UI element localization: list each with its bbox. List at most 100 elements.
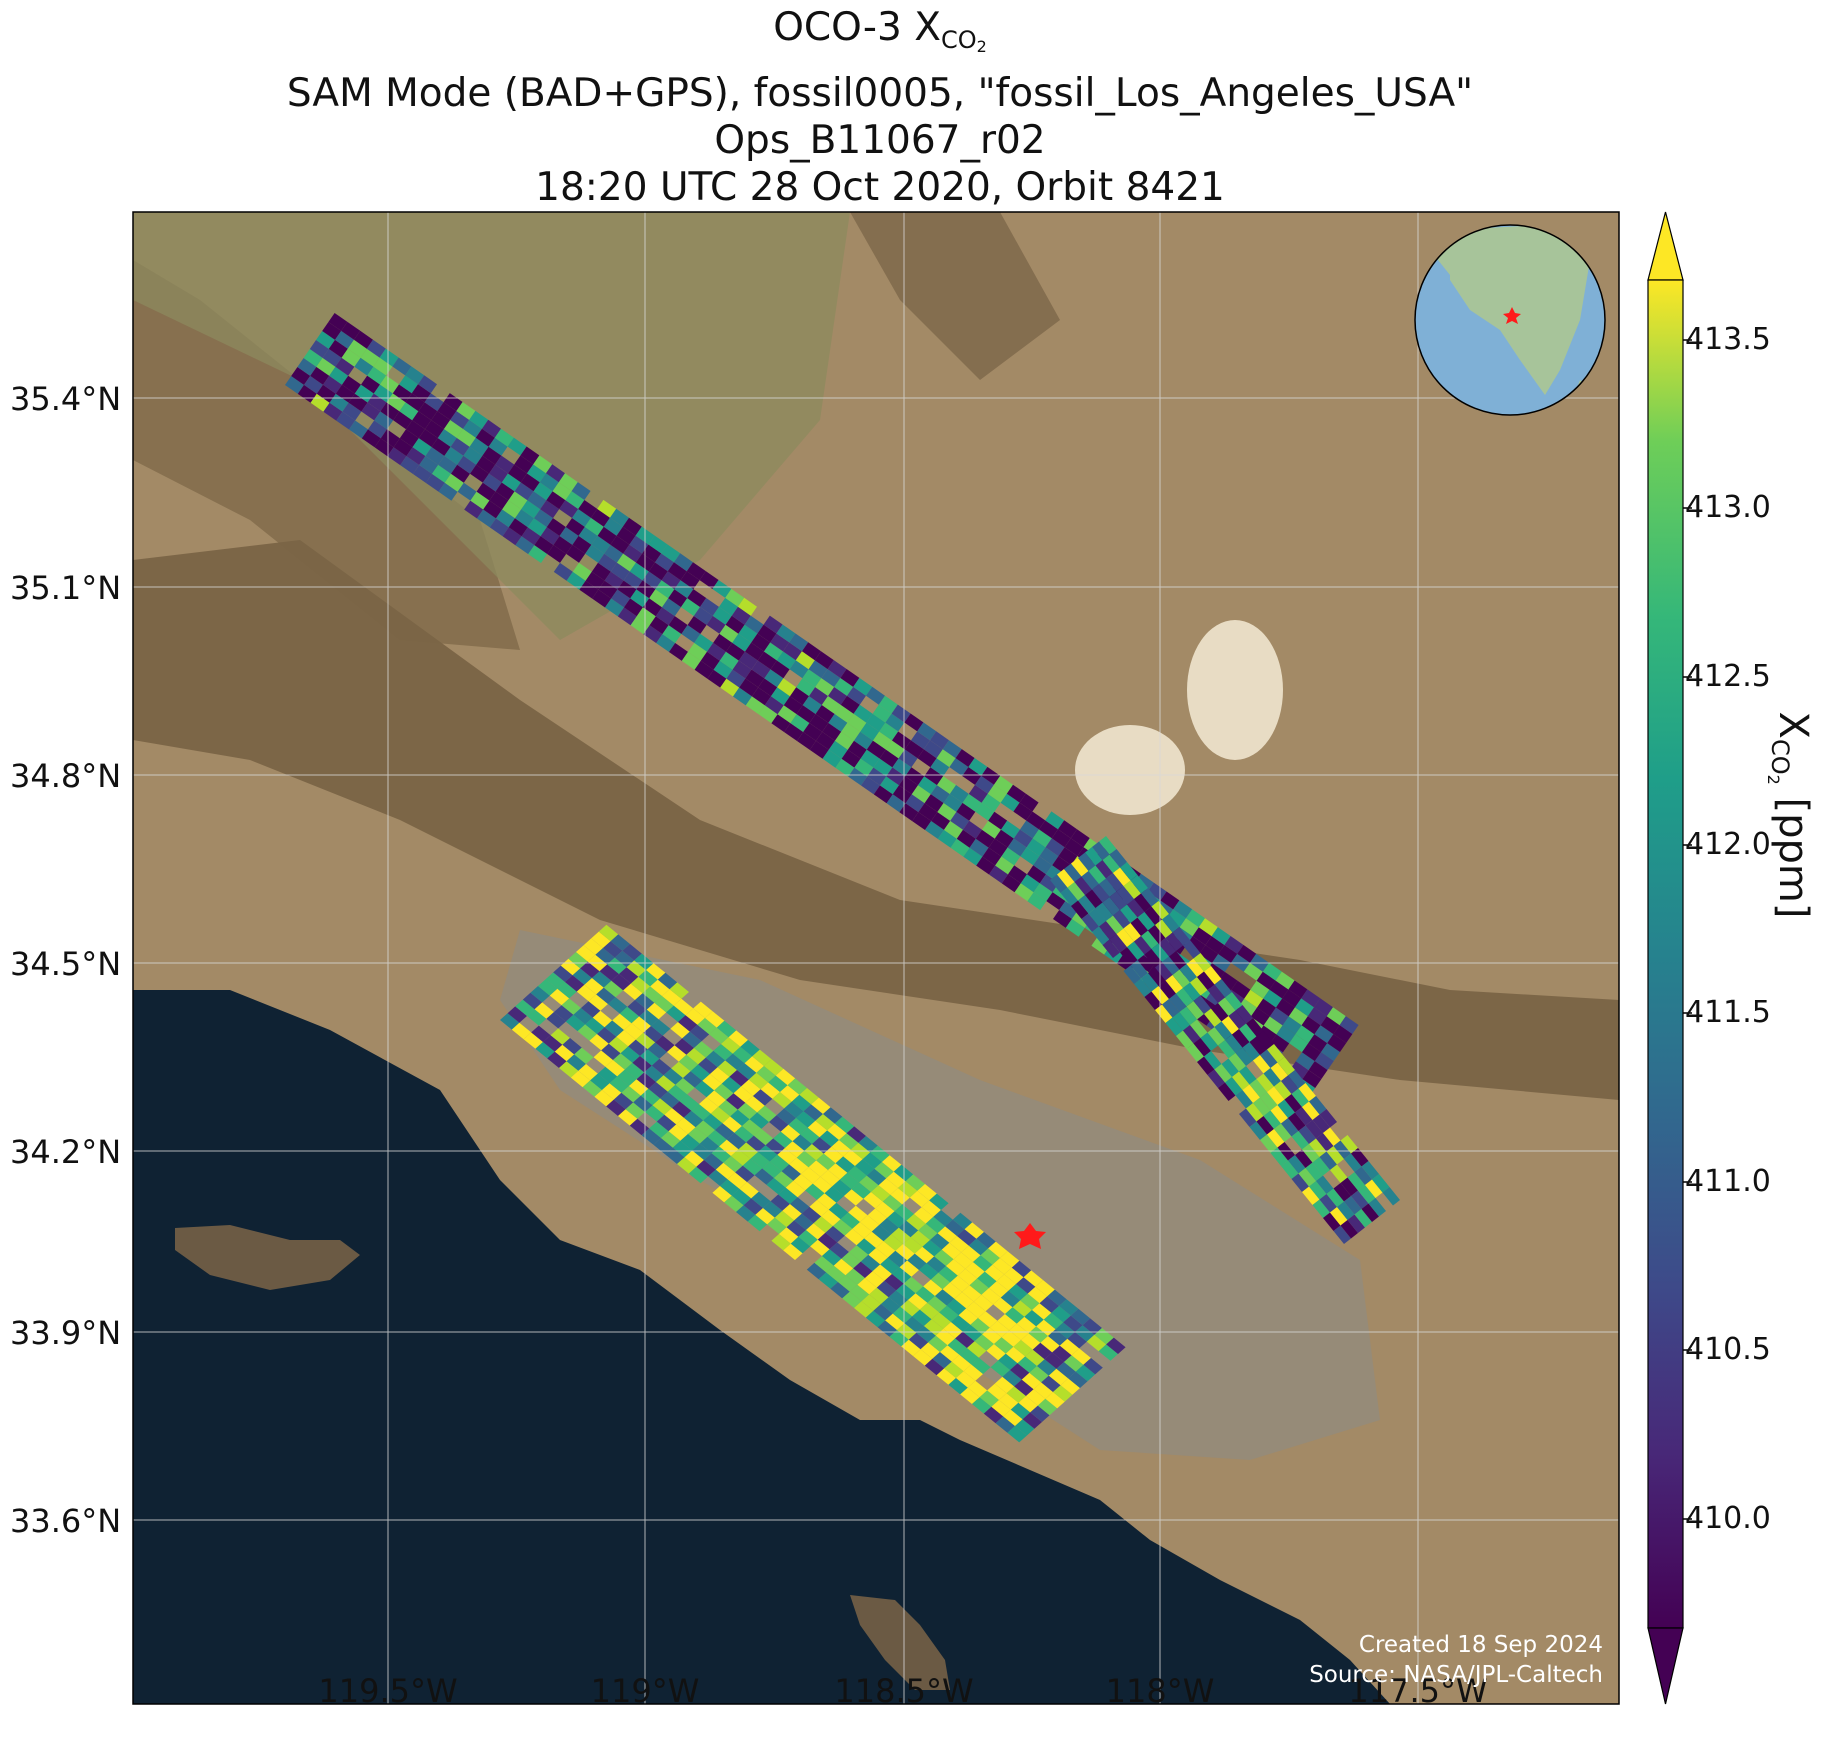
sounding-cell — [921, 1200, 941, 1217]
sounding-cell — [827, 1123, 847, 1140]
sounding-cell — [746, 1135, 766, 1152]
sounding-cell — [822, 722, 842, 741]
sounding-cell — [713, 1044, 733, 1061]
sounding-cell — [617, 553, 636, 572]
sounding-cell — [790, 1236, 811, 1254]
sounding-cell — [710, 1067, 730, 1084]
sounding-cell — [1319, 1151, 1337, 1170]
sounding-cell — [1162, 914, 1180, 933]
sounding-cell — [998, 1353, 1018, 1370]
sounding-cell — [1134, 978, 1152, 997]
sounding-cell — [550, 1028, 570, 1045]
sounding-cell — [1155, 1004, 1173, 1023]
sounding-cell — [988, 1241, 1008, 1258]
sounding-cell — [1197, 1056, 1215, 1075]
sounding-cell — [399, 402, 419, 421]
sounding-cell — [335, 357, 355, 376]
sounding-cell — [1092, 841, 1110, 860]
sounding-cell — [1010, 1363, 1030, 1380]
sounding-cell — [892, 1267, 912, 1284]
sounding-cell — [891, 704, 911, 723]
sounding-cell — [867, 767, 887, 786]
sounding-cell — [713, 660, 733, 679]
sounding-cell — [681, 651, 701, 670]
sounding-cell — [508, 464, 527, 483]
sounding-cell — [732, 633, 752, 652]
sounding-cell — [989, 1281, 1009, 1298]
sounding-cell — [1263, 1110, 1281, 1129]
sounding-cell — [285, 376, 304, 394]
sounding-cell — [1176, 1030, 1194, 1049]
map-frame — [132, 211, 1620, 1705]
sounding-cell — [941, 1242, 962, 1260]
sounding-cell — [665, 1147, 685, 1164]
sounding-cell — [1109, 849, 1127, 868]
sounding-cell — [392, 357, 412, 376]
colorbar-tick-label: 411.5 — [1685, 995, 1771, 1030]
sounding-cell — [698, 1057, 718, 1074]
sounding-cell — [840, 1212, 860, 1229]
sounding-cell — [1295, 1107, 1313, 1126]
sounding-cell — [710, 1106, 731, 1124]
sounding-cell — [771, 1234, 791, 1251]
sounding-cell — [444, 473, 464, 492]
sounding-cell — [847, 1166, 867, 1183]
sounding-cell — [785, 1141, 805, 1158]
sounding-cell — [719, 651, 739, 670]
sounding-cell — [838, 1275, 858, 1292]
sounding-cell — [1301, 1016, 1321, 1035]
sounding-cell — [949, 758, 969, 776]
sounding-cell — [681, 598, 700, 616]
sounding-cell — [707, 642, 726, 661]
sounding-cell — [1347, 1172, 1365, 1191]
sounding-cell — [752, 1049, 772, 1066]
sounding-cell — [796, 1150, 817, 1168]
colorbar-tick-label: 413.5 — [1685, 322, 1771, 357]
sounding-cell — [540, 527, 560, 545]
sounding-cell — [1123, 880, 1141, 899]
sounding-cell — [892, 1306, 913, 1324]
sounding-cell — [949, 785, 969, 803]
sounding-cell — [673, 998, 694, 1016]
sounding-cell — [1000, 1290, 1021, 1308]
sounding-cell — [1078, 852, 1096, 871]
sounding-cell — [1333, 1140, 1351, 1159]
sounding-cell — [712, 580, 732, 598]
sounding-cell — [687, 616, 707, 634]
sounding-cell — [629, 1079, 649, 1096]
sounding-cell — [654, 996, 674, 1013]
sounding-cell — [655, 607, 675, 626]
sounding-cell — [667, 562, 687, 581]
sounding-cell — [917, 1184, 937, 1201]
sounding-cell — [644, 1065, 664, 1082]
lon-tick-label: 118°W — [1105, 1672, 1215, 1710]
sounding-cell — [1116, 886, 1134, 905]
sounding-cell — [565, 1014, 586, 1032]
sounding-cell — [557, 982, 577, 999]
sounding-cell — [943, 1322, 963, 1339]
sounding-cell — [797, 732, 816, 750]
sounding-cell — [1021, 1372, 1042, 1390]
sounding-cell — [816, 731, 835, 750]
sounding-cell — [1050, 874, 1068, 893]
sounding-cell — [1113, 910, 1131, 929]
sounding-cell — [622, 517, 642, 536]
sounding-cell — [962, 793, 982, 812]
sounding-cell — [562, 1038, 582, 1055]
cb-title-2: 2 — [1764, 774, 1783, 785]
sounding-cell — [520, 446, 540, 465]
sounding-cell — [964, 1222, 984, 1239]
sounding-cell — [704, 1153, 724, 1170]
sounding-cell — [809, 1200, 829, 1217]
sounding-cell — [854, 731, 873, 750]
sounding-cell — [743, 1198, 763, 1215]
sounding-cell — [679, 1094, 699, 1111]
sounding-cell — [627, 1000, 647, 1017]
sounding-cell — [1302, 1101, 1320, 1120]
sounding-cell — [655, 553, 674, 572]
sounding-cell — [852, 1222, 872, 1239]
sounding-cell — [783, 1243, 803, 1260]
sounding-cell — [909, 1190, 930, 1208]
sounding-cell — [706, 1090, 726, 1107]
sounding-cell — [361, 429, 381, 448]
